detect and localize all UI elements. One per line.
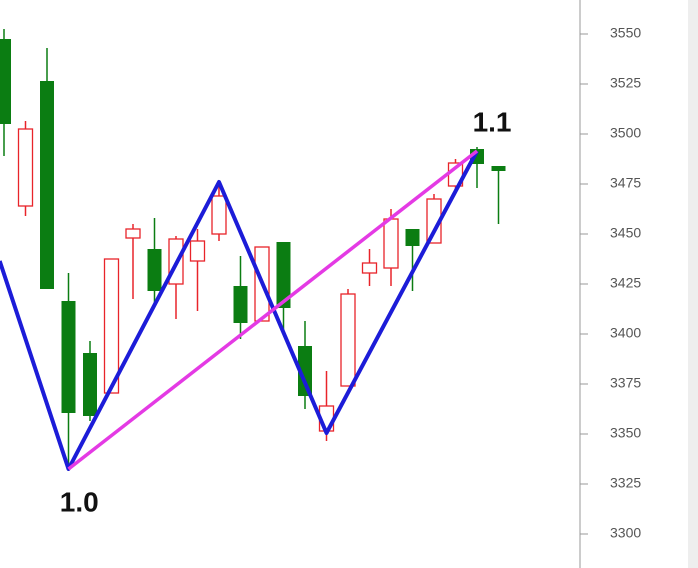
candle-body bbox=[61, 301, 76, 413]
candle-body bbox=[83, 353, 97, 416]
trend-line bbox=[67, 149, 479, 471]
y-tick-label: 3300 bbox=[610, 525, 641, 541]
y-tick-label: 3400 bbox=[610, 325, 641, 341]
candle-body bbox=[189, 240, 206, 262]
y-tick-label: 3325 bbox=[610, 475, 641, 491]
y-tick-label: 3475 bbox=[610, 175, 641, 191]
candle-body bbox=[40, 81, 54, 289]
candle-body bbox=[147, 249, 162, 291]
right-edge bbox=[688, 0, 698, 568]
y-tick-label: 3450 bbox=[610, 225, 641, 241]
annotation: 1.0 bbox=[60, 486, 99, 517]
trend-line bbox=[0, 150, 479, 471]
y-tick-label: 3525 bbox=[610, 75, 641, 91]
candle-body bbox=[211, 195, 227, 235]
candle-body bbox=[0, 39, 11, 124]
candle-body bbox=[405, 229, 420, 246]
candle-body bbox=[233, 286, 248, 323]
candle-body bbox=[298, 346, 312, 396]
candle-body bbox=[125, 228, 141, 239]
candle-body bbox=[276, 242, 291, 308]
y-tick-label: 3500 bbox=[610, 125, 641, 141]
candle-body bbox=[103, 258, 120, 394]
y-tick-label: 3350 bbox=[610, 425, 641, 441]
candle-body bbox=[491, 166, 506, 171]
y-tick-label: 3425 bbox=[610, 275, 641, 291]
candle-body bbox=[361, 262, 378, 274]
candle-body bbox=[17, 128, 34, 207]
candle-body bbox=[340, 293, 356, 387]
annotation: 1.1 bbox=[473, 106, 512, 137]
candle-body bbox=[383, 218, 399, 269]
y-tick-label: 3375 bbox=[610, 375, 641, 391]
y-tick-label: 3550 bbox=[610, 25, 641, 41]
